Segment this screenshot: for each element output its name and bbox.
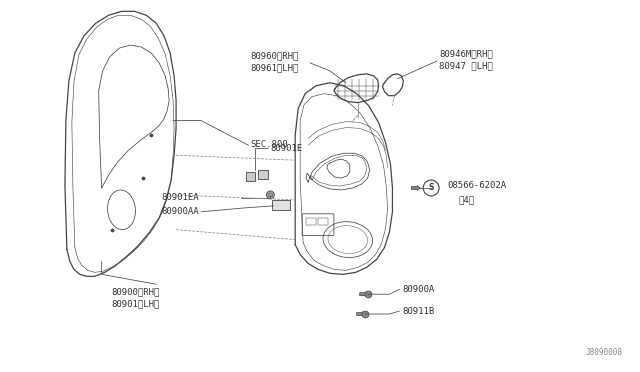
- FancyArrow shape: [356, 312, 365, 317]
- Text: 〈4）: 〈4）: [459, 195, 475, 204]
- FancyBboxPatch shape: [259, 170, 268, 179]
- Text: 80947 〈LH〉: 80947 〈LH〉: [439, 61, 493, 70]
- Text: 80911B: 80911B: [403, 307, 435, 315]
- Text: J8090008: J8090008: [586, 348, 623, 357]
- FancyArrow shape: [412, 186, 420, 190]
- FancyArrow shape: [360, 292, 369, 296]
- FancyBboxPatch shape: [246, 172, 255, 181]
- Text: 80960〈RH〉: 80960〈RH〉: [250, 51, 299, 61]
- Text: 08566-6202A: 08566-6202A: [447, 180, 506, 189]
- Text: SEC.800: SEC.800: [250, 140, 288, 149]
- Text: 80901〈LH〉: 80901〈LH〉: [111, 299, 160, 308]
- Text: 80946M〈RH〉: 80946M〈RH〉: [439, 49, 493, 58]
- Text: S: S: [428, 183, 434, 192]
- Circle shape: [266, 191, 275, 199]
- Text: 80901EA: 80901EA: [161, 193, 199, 202]
- Text: 80961〈LH〉: 80961〈LH〉: [250, 63, 299, 73]
- FancyBboxPatch shape: [273, 200, 290, 210]
- Text: 80900AA: 80900AA: [161, 207, 199, 216]
- Text: 80900A: 80900A: [403, 285, 435, 294]
- Text: 80901E: 80901E: [270, 144, 303, 153]
- Text: 80900〈RH〉: 80900〈RH〉: [111, 287, 160, 296]
